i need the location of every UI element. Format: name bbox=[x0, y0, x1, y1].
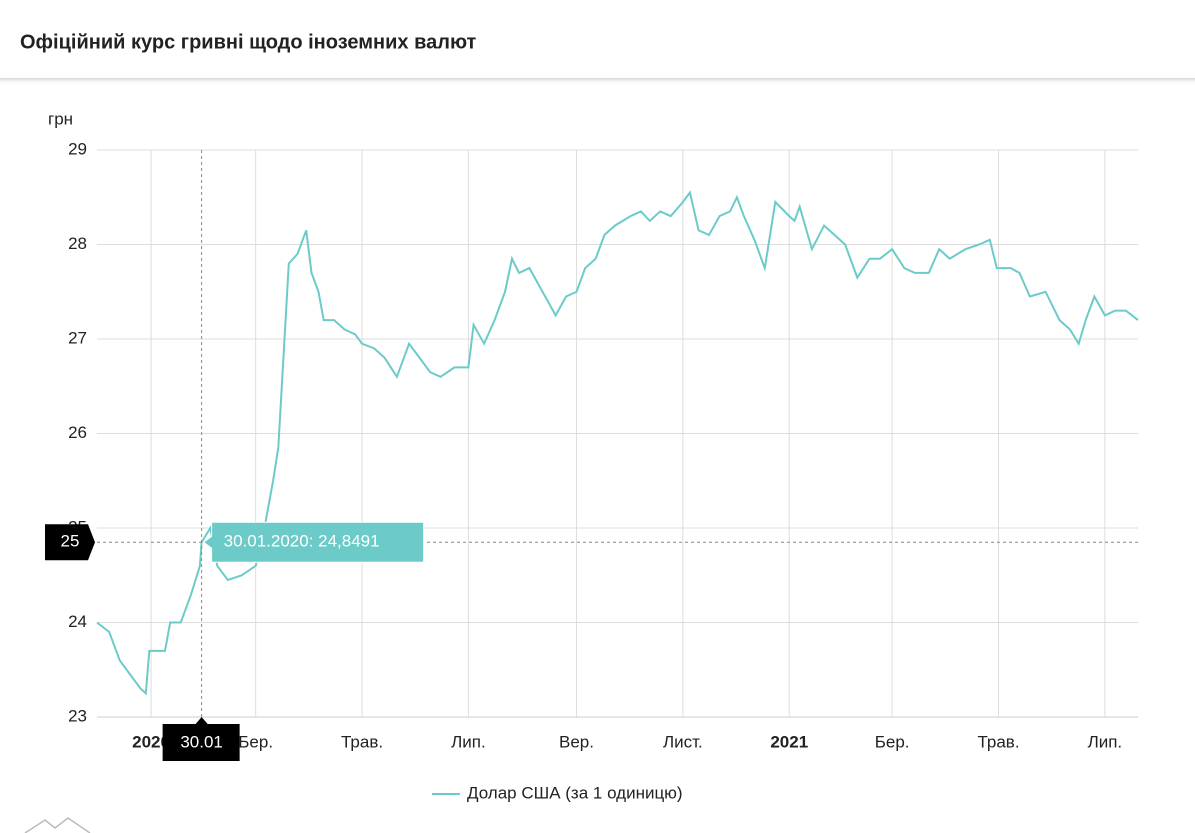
x-tick-label: Лип. bbox=[1088, 732, 1123, 751]
x-tick-label: Трав. bbox=[977, 732, 1019, 751]
logo bbox=[24, 817, 91, 833]
x-tick-label: 2021 bbox=[770, 732, 808, 751]
plot: 23 24 25 26 27 28 29 2020 Бер. Трав. Лип. Вер. Лист.… bbox=[45, 139, 1139, 802]
chart-title: Офіційний курс гривні щодо іноземних вал… bbox=[20, 31, 477, 53]
x-tick-label: Вер. bbox=[559, 732, 594, 751]
y-tick-label: 29 bbox=[68, 139, 87, 158]
legend-label: Долар США (за 1 одиницю) bbox=[467, 783, 683, 802]
x-tick-label: Трав. bbox=[341, 732, 383, 751]
x-tick-label: Бер. bbox=[238, 732, 273, 751]
x-tick-label: Лип. bbox=[451, 732, 486, 751]
y-tick-label: 26 bbox=[68, 423, 87, 442]
line-series bbox=[96, 190, 1139, 696]
crosshair-y-box bbox=[45, 524, 95, 561]
x-tick-label: 2020 bbox=[132, 732, 170, 751]
y-tick-label: 23 bbox=[68, 706, 87, 725]
tooltip-box bbox=[202, 521, 425, 563]
x-tick-label: Лист. bbox=[663, 732, 703, 751]
y-tick-label: 28 bbox=[68, 234, 87, 253]
y-axis-label: грн bbox=[48, 109, 73, 128]
crosshair-y-label: 25 bbox=[61, 532, 80, 551]
tooltip-text: 30.01.2020: 24,8491 bbox=[224, 532, 380, 551]
y-tick-label: 27 bbox=[68, 328, 87, 347]
crosshair-x-box bbox=[162, 717, 240, 761]
y-tick-label: 24 bbox=[68, 612, 87, 631]
x-tick-label: Бер. bbox=[875, 732, 910, 751]
header bbox=[0, 0, 1195, 78]
crosshair-x-label: 30.01 bbox=[180, 732, 223, 751]
